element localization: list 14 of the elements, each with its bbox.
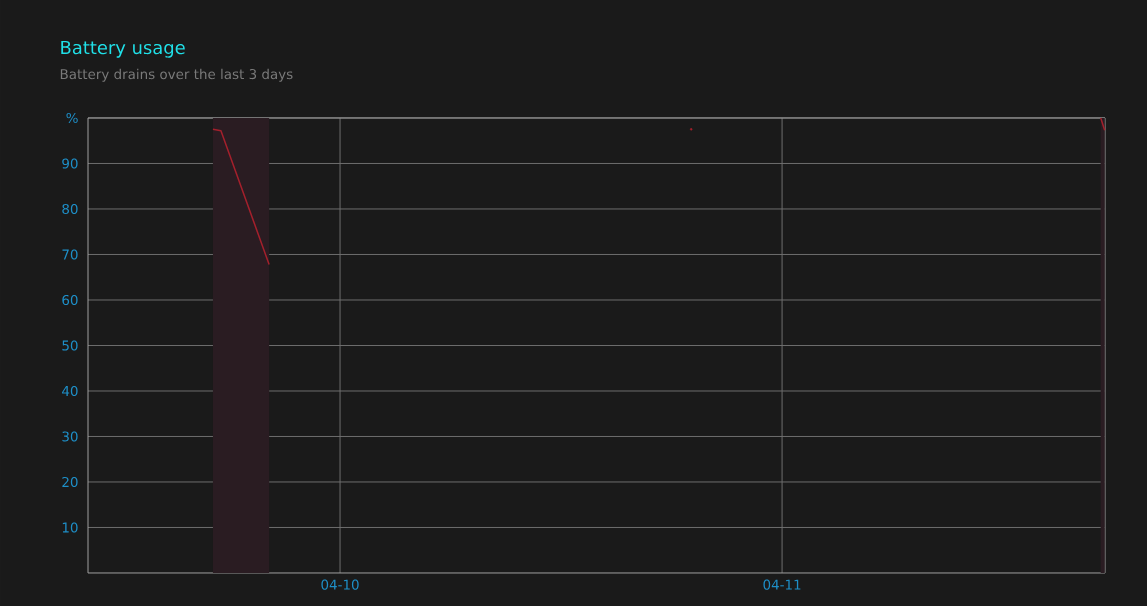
x-tick-label: 04-11 <box>763 579 801 590</box>
y-tick-label: 40 <box>62 385 78 397</box>
chart-title: Battery usage <box>61 40 185 58</box>
y-tick-label: 30 <box>62 431 78 442</box>
y-tick-label: 80 <box>62 203 78 215</box>
y-tick-label: 60 <box>62 294 78 306</box>
chart-subtitle: Battery drains over the last 3 days <box>60 68 293 82</box>
y-tick-label: 10 <box>62 522 78 533</box>
y-tick-label: % <box>66 112 78 124</box>
x-tick-label: 04-10 <box>321 579 359 590</box>
y-tick-label: 50 <box>62 340 78 351</box>
y-tick-label: 70 <box>62 249 78 260</box>
y-tick-label: 20 <box>62 476 78 488</box>
y-tick-label: 90 <box>62 158 78 169</box>
